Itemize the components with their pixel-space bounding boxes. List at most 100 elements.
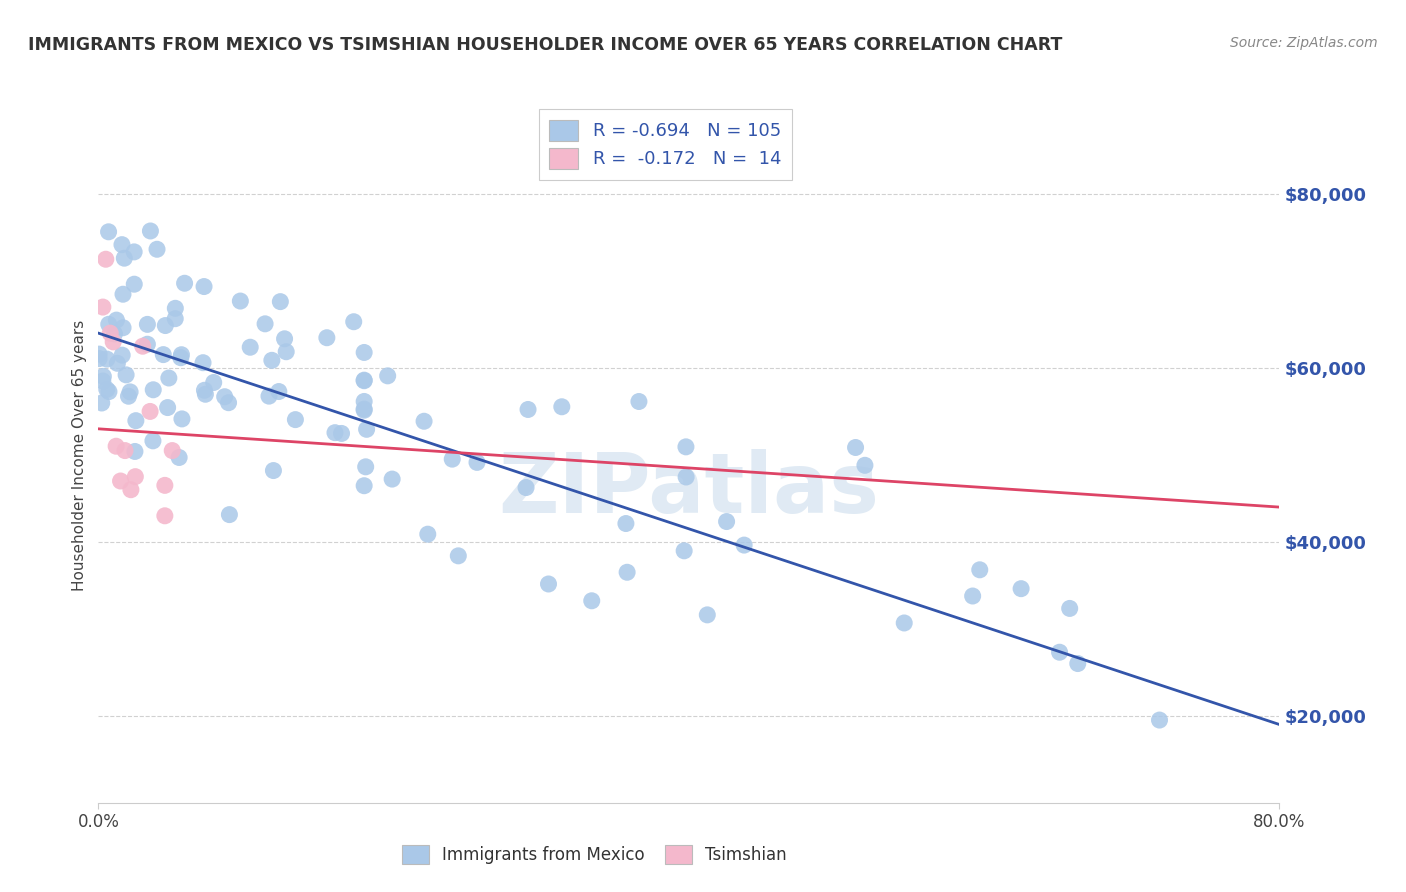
Text: ZIPatlas: ZIPatlas: [499, 450, 879, 530]
Point: [193, 279, 215, 293]
Point: [218, 508, 240, 522]
Point: [97, 225, 120, 239]
Point: [112, 251, 135, 265]
Point: [353, 402, 375, 417]
Point: [153, 478, 176, 492]
Point: [1049, 645, 1071, 659]
Point: [515, 481, 537, 495]
Point: [142, 383, 165, 397]
Point: [120, 384, 142, 399]
Point: [276, 344, 298, 359]
Point: [93, 369, 115, 384]
Point: [377, 368, 399, 383]
Point: [675, 440, 697, 454]
Point: [170, 351, 193, 365]
Point: [165, 311, 187, 326]
Point: [257, 389, 280, 403]
Point: [696, 607, 718, 622]
Point: [214, 390, 236, 404]
Point: [845, 441, 868, 455]
Point: [381, 472, 404, 486]
Point: [167, 450, 190, 465]
Point: [103, 334, 125, 349]
Point: [105, 356, 128, 370]
Point: [353, 373, 375, 387]
Point: [91, 300, 114, 314]
Point: [152, 348, 174, 362]
Legend: Immigrants from Mexico, Tsimshian: Immigrants from Mexico, Tsimshian: [395, 838, 793, 871]
Point: [853, 458, 876, 473]
Point: [132, 339, 155, 353]
Point: [122, 244, 145, 259]
Point: [146, 242, 169, 256]
Point: [114, 443, 136, 458]
Point: [153, 508, 176, 523]
Point: [97, 318, 120, 332]
Point: [465, 455, 488, 469]
Point: [353, 403, 375, 417]
Point: [105, 313, 128, 327]
Point: [191, 356, 214, 370]
Point: [165, 301, 187, 316]
Y-axis label: Householder Income Over 65 years: Householder Income Over 65 years: [72, 319, 87, 591]
Point: [162, 443, 183, 458]
Point: [120, 483, 142, 497]
Point: [112, 320, 135, 334]
Point: [581, 594, 603, 608]
Point: [260, 353, 283, 368]
Point: [675, 470, 697, 484]
Point: [105, 439, 128, 453]
Point: [124, 444, 146, 458]
Point: [111, 237, 134, 252]
Point: [170, 412, 193, 426]
Point: [254, 317, 277, 331]
Point: [614, 516, 637, 531]
Point: [343, 315, 366, 329]
Point: [517, 402, 540, 417]
Point: [136, 337, 159, 351]
Point: [142, 434, 165, 448]
Point: [124, 469, 146, 483]
Point: [202, 376, 225, 390]
Point: [139, 404, 162, 418]
Point: [962, 589, 984, 603]
Point: [354, 459, 377, 474]
Point: [194, 387, 217, 401]
Point: [96, 382, 118, 396]
Point: [284, 412, 307, 426]
Point: [353, 479, 375, 493]
Point: [315, 331, 337, 345]
Point: [90, 396, 112, 410]
Point: [155, 318, 177, 333]
Point: [103, 326, 125, 341]
Text: IMMIGRANTS FROM MEXICO VS TSIMSHIAN HOUSEHOLDER INCOME OVER 65 YEARS CORRELATION: IMMIGRANTS FROM MEXICO VS TSIMSHIAN HOUS…: [28, 36, 1063, 54]
Point: [173, 277, 195, 291]
Point: [627, 394, 650, 409]
Point: [96, 352, 118, 367]
Point: [94, 252, 117, 267]
Point: [157, 371, 180, 385]
Point: [323, 425, 346, 440]
Point: [353, 374, 375, 388]
Point: [1059, 601, 1081, 615]
Point: [673, 543, 696, 558]
Point: [551, 400, 574, 414]
Point: [330, 426, 353, 441]
Point: [353, 394, 375, 409]
Point: [98, 326, 121, 341]
Point: [218, 395, 240, 409]
Point: [125, 414, 148, 428]
Point: [156, 401, 179, 415]
Point: [193, 384, 215, 398]
Point: [115, 368, 138, 382]
Point: [91, 374, 114, 388]
Point: [229, 294, 252, 309]
Point: [87, 351, 110, 366]
Point: [139, 224, 162, 238]
Point: [413, 414, 436, 428]
Point: [353, 345, 375, 359]
Point: [239, 340, 262, 354]
Point: [969, 563, 991, 577]
Point: [111, 348, 134, 362]
Point: [89, 347, 111, 361]
